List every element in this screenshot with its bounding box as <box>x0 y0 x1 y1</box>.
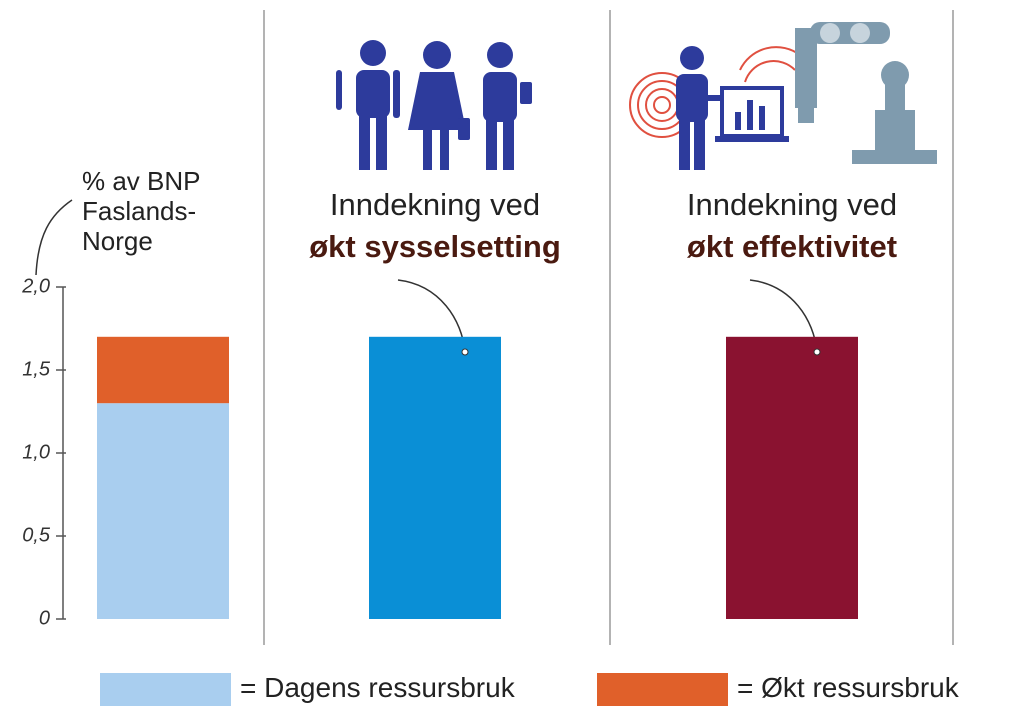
annotation: økt sysselsetting <box>309 229 561 264</box>
legend-swatch <box>597 673 728 706</box>
y-tick-label: 1,0 <box>22 441 50 463</box>
pointer-end <box>814 349 820 355</box>
legend-label: = Dagens ressursbruk <box>240 672 516 703</box>
bar <box>97 337 229 403</box>
efficiency-icon <box>630 22 937 170</box>
legend-name: Dagens ressursbruk <box>264 672 516 703</box>
annotation: Inndekning ved <box>330 187 540 222</box>
y-tick-label: 0,5 <box>22 524 51 546</box>
annotation: Inndekning ved <box>687 187 897 222</box>
bar <box>369 337 501 619</box>
chart: % av BNPFaslands-Norge 0 0,5 1,0 1,5 2,0 Innde… <box>0 0 1015 707</box>
bar <box>726 337 858 619</box>
pointer-end <box>462 349 468 355</box>
y-tick-label: 1,5 <box>22 358 51 380</box>
y-axis-label: Faslands- <box>82 196 196 226</box>
annotation: økt effektivitet <box>687 229 897 264</box>
y-tick-label: 2,0 <box>21 275 50 297</box>
ylabel-pointer <box>36 200 72 275</box>
y-axis-label: % av BNP <box>82 166 201 196</box>
legend-label: = Økt ressursbruk <box>737 672 960 703</box>
y-tick-label: 0 <box>39 607 50 629</box>
bar <box>97 403 229 619</box>
people-icon <box>336 40 532 170</box>
y-axis-label: Norge <box>82 226 153 256</box>
legend-swatch <box>100 673 231 706</box>
legend-name: Økt ressursbruk <box>761 672 960 703</box>
